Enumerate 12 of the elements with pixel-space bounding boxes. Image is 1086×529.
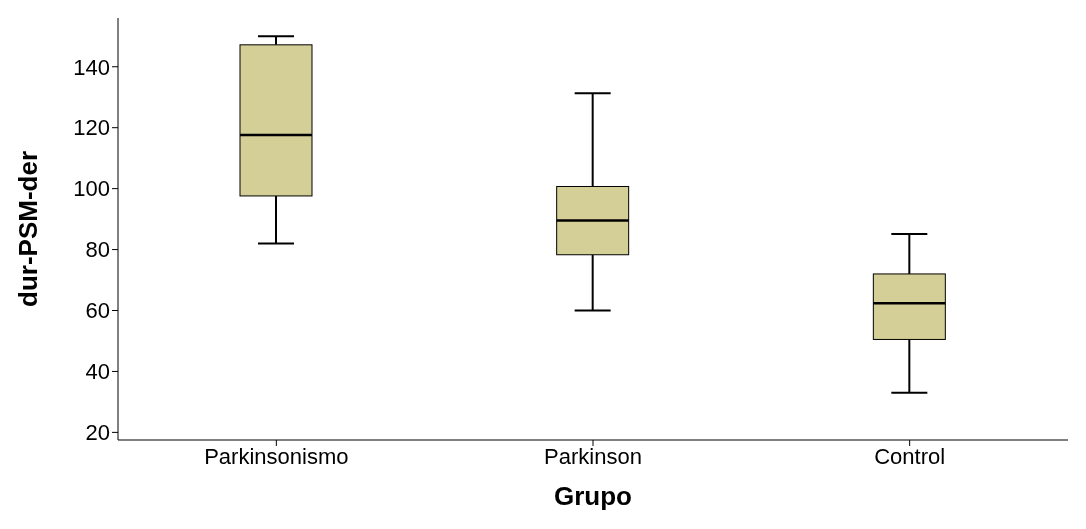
y-axis-title: dur-PSM-der: [13, 151, 44, 307]
y-tick-label: 100: [73, 176, 110, 202]
y-tick-label: 140: [73, 54, 110, 80]
x-tick-label: Parkinsonismo: [204, 443, 349, 469]
y-tick-label: 60: [85, 298, 110, 324]
y-tick-label: 80: [85, 237, 110, 263]
y-tick-label: 20: [85, 420, 110, 446]
y-tick-label: 120: [73, 115, 110, 141]
y-tick-label: 40: [85, 359, 110, 385]
x-tick-label: Control: [874, 443, 946, 469]
x-tick-label: Parkinson: [544, 443, 642, 469]
x-axis-title: Grupo: [554, 481, 632, 511]
